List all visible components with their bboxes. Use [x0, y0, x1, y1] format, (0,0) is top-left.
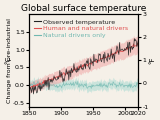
- Y-axis label: °F: °F: [150, 57, 156, 64]
- Y-axis label: °C: °C: [5, 56, 11, 64]
- Text: Change from pre-industrial: Change from pre-industrial: [7, 18, 12, 103]
- Title: Global surface temperature: Global surface temperature: [21, 4, 146, 13]
- Legend: Observed temperature, Human and natural drivers, Natural drivers only: Observed temperature, Human and natural …: [33, 18, 130, 39]
